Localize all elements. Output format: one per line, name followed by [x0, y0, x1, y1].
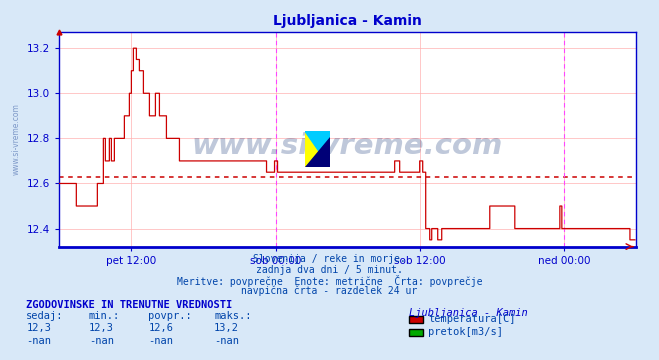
Text: ZGODOVINSKE IN TRENUTNE VREDNOSTI: ZGODOVINSKE IN TRENUTNE VREDNOSTI: [26, 300, 233, 310]
Text: www.si-vreme.com: www.si-vreme.com: [12, 104, 20, 175]
Text: 12,3: 12,3: [89, 323, 114, 333]
Text: www.si-vreme.com: www.si-vreme.com: [192, 132, 503, 160]
Text: Slovenija / reke in morje.: Slovenija / reke in morje.: [253, 254, 406, 264]
Text: -nan: -nan: [214, 336, 239, 346]
Text: -nan: -nan: [89, 336, 114, 346]
Text: Meritve: povprečne  Enote: metrične  Črta: povprečje: Meritve: povprečne Enote: metrične Črta:…: [177, 275, 482, 287]
Polygon shape: [305, 137, 330, 167]
Polygon shape: [305, 131, 330, 167]
Polygon shape: [305, 131, 330, 167]
Text: temperatura[C]: temperatura[C]: [428, 314, 516, 324]
Text: sedaj:: sedaj:: [26, 311, 64, 321]
Text: navpična črta - razdelek 24 ur: navpična črta - razdelek 24 ur: [241, 285, 418, 296]
Text: 12,6: 12,6: [148, 323, 173, 333]
Text: zadnja dva dni / 5 minut.: zadnja dva dni / 5 minut.: [256, 265, 403, 275]
Text: 13,2: 13,2: [214, 323, 239, 333]
Text: -nan: -nan: [148, 336, 173, 346]
Text: maks.:: maks.:: [214, 311, 252, 321]
Text: 12,3: 12,3: [26, 323, 51, 333]
Title: Ljubljanica - Kamin: Ljubljanica - Kamin: [273, 14, 422, 28]
Text: Ljubljanica - Kamin: Ljubljanica - Kamin: [409, 308, 527, 318]
Text: min.:: min.:: [89, 311, 120, 321]
Text: povpr.:: povpr.:: [148, 311, 192, 321]
Text: pretok[m3/s]: pretok[m3/s]: [428, 327, 503, 337]
Text: -nan: -nan: [26, 336, 51, 346]
